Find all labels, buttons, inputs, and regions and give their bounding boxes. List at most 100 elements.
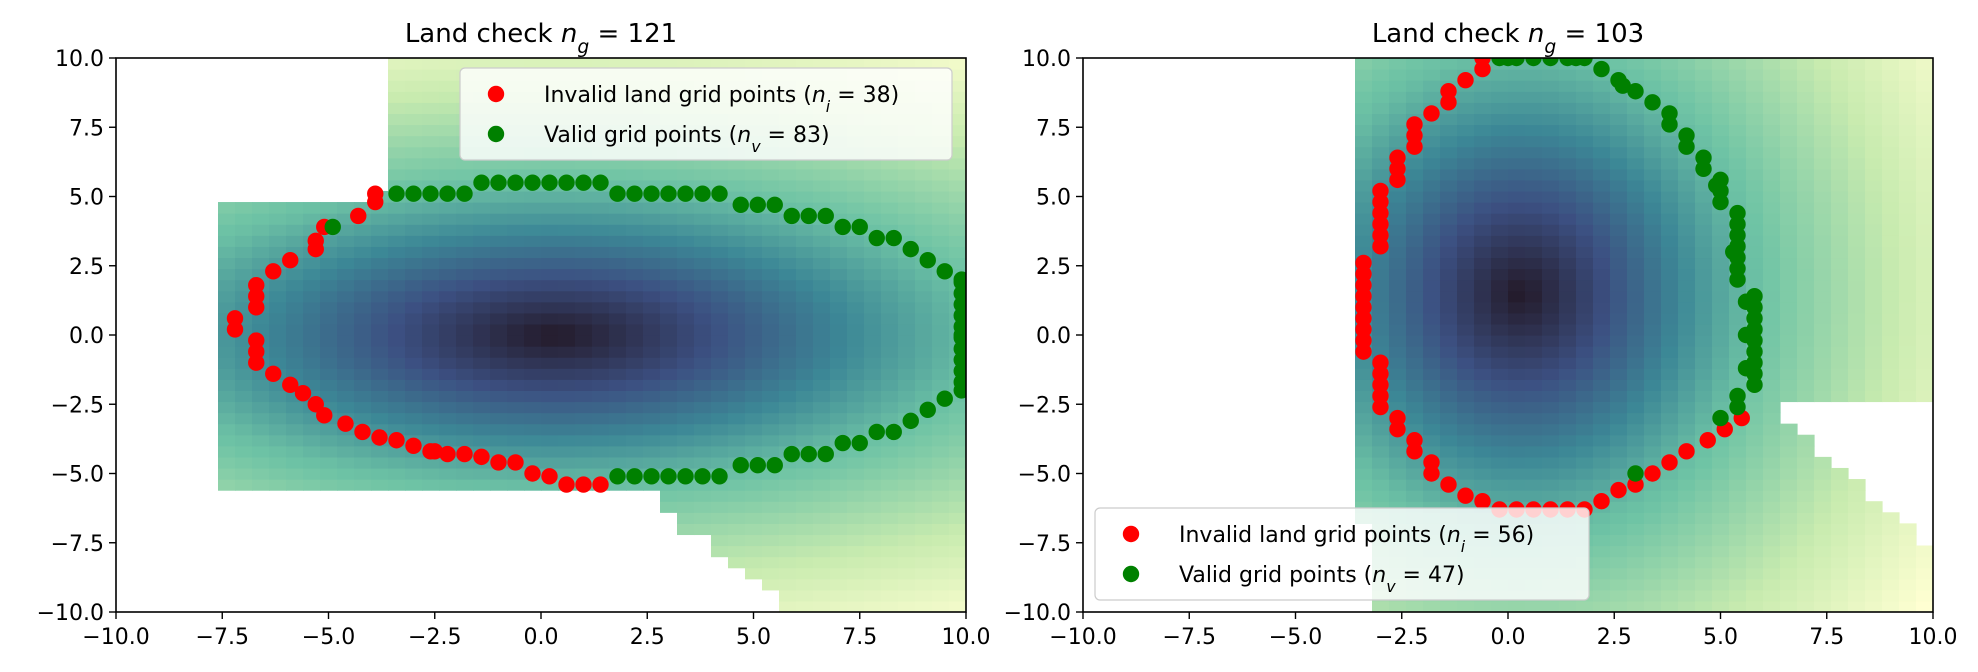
heat-cell bbox=[1814, 301, 1832, 314]
heat-cell bbox=[558, 423, 576, 436]
heat-cell bbox=[1423, 346, 1441, 358]
heat-cell bbox=[1593, 113, 1611, 126]
heat-cell bbox=[524, 213, 542, 225]
heat-cell bbox=[796, 190, 814, 203]
heat-cell bbox=[1440, 312, 1458, 325]
heat-cell bbox=[218, 335, 236, 347]
heat-cell bbox=[1865, 545, 1883, 558]
heat-cell bbox=[1797, 179, 1815, 192]
heat-cell bbox=[1576, 467, 1594, 480]
heat-cell bbox=[1559, 312, 1577, 325]
heat-cell bbox=[847, 213, 865, 225]
heat-cell bbox=[1576, 146, 1594, 159]
heat-cell bbox=[1763, 224, 1781, 236]
heat-cell bbox=[1542, 190, 1560, 203]
heat-cell bbox=[915, 523, 933, 536]
heat-cell bbox=[1559, 467, 1577, 480]
heat-cell bbox=[949, 512, 966, 524]
heat-cell bbox=[1712, 246, 1730, 259]
x-tick-label: −5.0 bbox=[1269, 625, 1322, 650]
heat-cell bbox=[1389, 445, 1407, 458]
heat-cell bbox=[1372, 501, 1390, 513]
heat-cell bbox=[1457, 179, 1475, 192]
heat-cell bbox=[1542, 490, 1560, 502]
heat-cell bbox=[881, 545, 899, 558]
heat-cell bbox=[643, 335, 661, 347]
heat-cell bbox=[405, 124, 423, 137]
heat-cell bbox=[1797, 213, 1815, 225]
invalid-land-point bbox=[1389, 420, 1406, 438]
heat-cell bbox=[830, 157, 848, 170]
heat-cell bbox=[354, 390, 372, 403]
heat-cell bbox=[1457, 290, 1475, 303]
heat-cell bbox=[524, 224, 542, 236]
heat-cell bbox=[541, 312, 559, 325]
heat-cell bbox=[1661, 235, 1679, 247]
heat-cell bbox=[1780, 224, 1798, 236]
invalid-land-point bbox=[1389, 171, 1406, 189]
heat-cell bbox=[1406, 257, 1424, 270]
heat-cell bbox=[1797, 146, 1815, 159]
heat-cell bbox=[1695, 357, 1713, 369]
heat-cell bbox=[694, 335, 712, 347]
heat-cell bbox=[1389, 401, 1407, 414]
heat-cell bbox=[1389, 213, 1407, 225]
heat-cell bbox=[541, 213, 559, 225]
heat-cell bbox=[745, 357, 763, 369]
heat-cell bbox=[1780, 323, 1798, 336]
heat-cell bbox=[847, 157, 865, 170]
heat-cell bbox=[1627, 301, 1645, 314]
heat-cell bbox=[1678, 301, 1696, 314]
heat-cell bbox=[932, 312, 950, 325]
heat-cell bbox=[609, 58, 627, 70]
heat-cell bbox=[371, 456, 389, 469]
heat-cell bbox=[932, 501, 950, 513]
heat-cell bbox=[1372, 445, 1390, 458]
heat-cell bbox=[830, 545, 848, 558]
heat-cell bbox=[1644, 202, 1662, 214]
heat-cell bbox=[269, 335, 287, 347]
heat-cell bbox=[1644, 346, 1662, 358]
heat-cell bbox=[1712, 213, 1730, 225]
y-tick-label: −5.0 bbox=[1018, 463, 1071, 488]
heat-cell bbox=[881, 600, 899, 612]
heat-cell bbox=[932, 323, 950, 336]
heat-cell bbox=[1865, 135, 1883, 148]
heat-cell bbox=[507, 357, 525, 369]
heat-cell bbox=[1814, 567, 1832, 580]
heat-cell bbox=[1627, 556, 1645, 569]
heat-cell bbox=[541, 357, 559, 369]
heat-cell bbox=[847, 512, 865, 524]
heat-cell bbox=[1610, 179, 1628, 192]
heat-cell bbox=[864, 490, 882, 502]
heat-cell bbox=[1814, 312, 1832, 325]
heat-cell bbox=[1712, 235, 1730, 247]
heat-cell bbox=[796, 246, 814, 259]
heat-cell bbox=[473, 213, 491, 225]
heat-cell bbox=[507, 379, 525, 391]
heat-cell bbox=[235, 368, 253, 380]
heat-cell bbox=[677, 235, 695, 247]
heat-cell bbox=[575, 157, 593, 170]
heat-cell bbox=[1678, 257, 1696, 270]
heat-cell bbox=[439, 390, 457, 403]
heat-cell bbox=[422, 390, 440, 403]
heat-cell bbox=[1389, 190, 1407, 203]
heat-cell bbox=[1729, 135, 1747, 148]
heat-cell bbox=[1474, 379, 1492, 391]
heat-cell bbox=[1440, 379, 1458, 391]
heat-cell bbox=[1610, 501, 1628, 513]
heat-cell bbox=[609, 357, 627, 369]
valid-grid-point bbox=[422, 185, 439, 202]
heat-cell bbox=[1423, 213, 1441, 225]
heat-cell bbox=[422, 412, 440, 425]
heat-cell bbox=[456, 202, 474, 214]
heat-cell bbox=[694, 501, 712, 513]
heat-cell bbox=[388, 479, 406, 491]
heat-cell bbox=[813, 268, 831, 281]
heat-cell bbox=[1831, 279, 1849, 292]
heat-cell bbox=[745, 290, 763, 303]
heat-cell bbox=[541, 58, 559, 70]
heat-cell bbox=[1814, 202, 1832, 214]
invalid-land-point bbox=[1440, 476, 1457, 493]
